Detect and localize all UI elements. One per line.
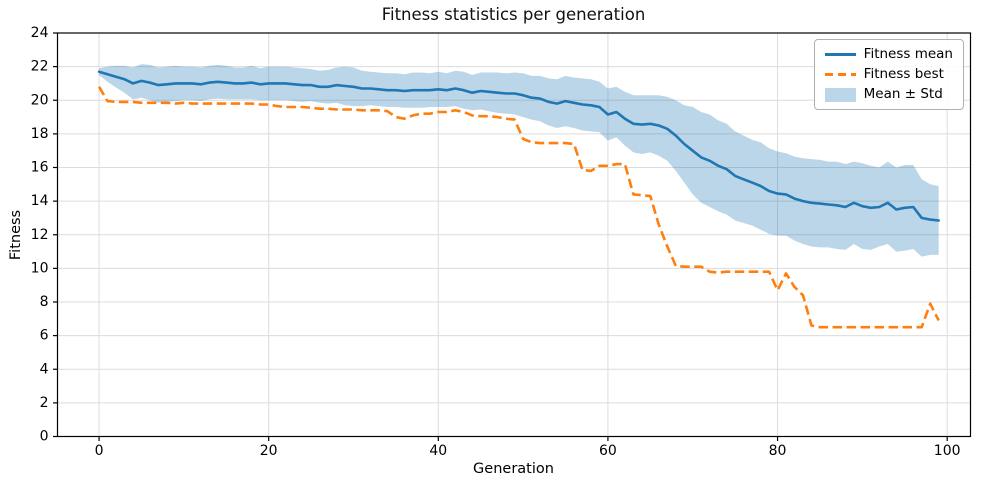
legend: Fitness mean Fitness best Mean ± Std <box>813 39 964 110</box>
y-tick-label: 14 <box>31 193 49 209</box>
y-tick-label: 20 <box>31 92 49 108</box>
y-tick-label: 0 <box>40 429 49 445</box>
chart-title: Fitness statistics per generation <box>381 5 646 24</box>
x-axis-label: Generation <box>473 461 554 477</box>
y-tick-label: 24 <box>31 25 49 41</box>
y-axis-label: Fitness <box>8 209 24 261</box>
y-tick-label: 10 <box>31 260 49 276</box>
legend-item-mean-std: Mean ± Std <box>824 86 953 102</box>
x-tick-label: 40 <box>429 443 447 459</box>
y-tick-label: 8 <box>40 294 49 310</box>
legend-label: Mean ± Std <box>863 86 943 102</box>
y-tick-label: 12 <box>31 227 49 243</box>
x-tick-label: 20 <box>260 443 278 459</box>
fitness-mean-line <box>97 70 941 222</box>
x-tick-label: 80 <box>769 443 787 459</box>
y-tick-label: 6 <box>40 328 49 344</box>
std-band <box>99 64 939 257</box>
y-tick-label: 4 <box>40 361 49 377</box>
legend-label: Fitness best <box>863 66 944 82</box>
y-tick-label: 2 <box>40 395 49 411</box>
x-tick-label: 0 <box>95 443 104 459</box>
legend-label: Fitness mean <box>863 46 953 62</box>
fitness-best-line <box>97 86 940 329</box>
solid-line-icon <box>824 48 856 62</box>
band-swatch-icon <box>824 87 856 102</box>
legend-item-fitness-best: Fitness best <box>824 66 953 82</box>
y-tick-label: 18 <box>31 126 49 142</box>
x-tick-label: 60 <box>599 443 617 459</box>
x-tick-label: 100 <box>934 443 961 459</box>
legend-item-fitness-mean: Fitness mean <box>824 46 953 62</box>
y-tick-label: 22 <box>31 59 49 75</box>
dashed-line-icon <box>824 68 856 82</box>
y-tick-label: 16 <box>31 160 49 176</box>
